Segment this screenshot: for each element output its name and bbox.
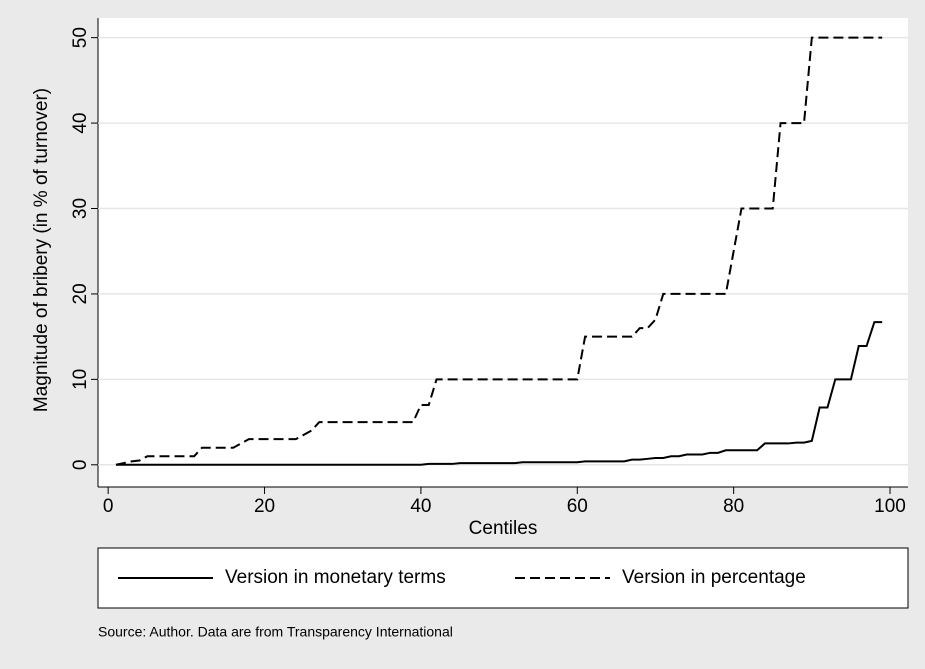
x-tick-label: 20 — [254, 496, 275, 517]
y-tick-label: 0 — [70, 459, 91, 470]
x-axis-label: Centiles — [469, 518, 538, 539]
plot-area — [98, 18, 908, 487]
y-tick-label: 40 — [70, 113, 91, 134]
legend — [97, 547, 909, 609]
x-tick-label: 100 — [874, 496, 906, 517]
legend-label: Version in monetary terms — [225, 567, 446, 588]
y-tick-label: 50 — [70, 27, 91, 48]
x-tick-label: 0 — [103, 496, 114, 517]
series-line — [115, 36, 883, 466]
y-tick-label: 20 — [70, 283, 91, 304]
x-tick-label: 80 — [723, 496, 744, 517]
source-note: Source: Author. Data are from Transparen… — [98, 624, 453, 640]
x-tick-label: 60 — [567, 496, 588, 517]
series-line — [115, 321, 883, 466]
y-axis-label: Magnitude of bribery (in % of turnover) — [31, 88, 52, 412]
x-tick-label: 40 — [410, 496, 431, 517]
y-tick-label: 30 — [70, 198, 91, 219]
legend-label: Version in percentage — [622, 567, 806, 588]
y-tick-label: 10 — [70, 369, 91, 390]
